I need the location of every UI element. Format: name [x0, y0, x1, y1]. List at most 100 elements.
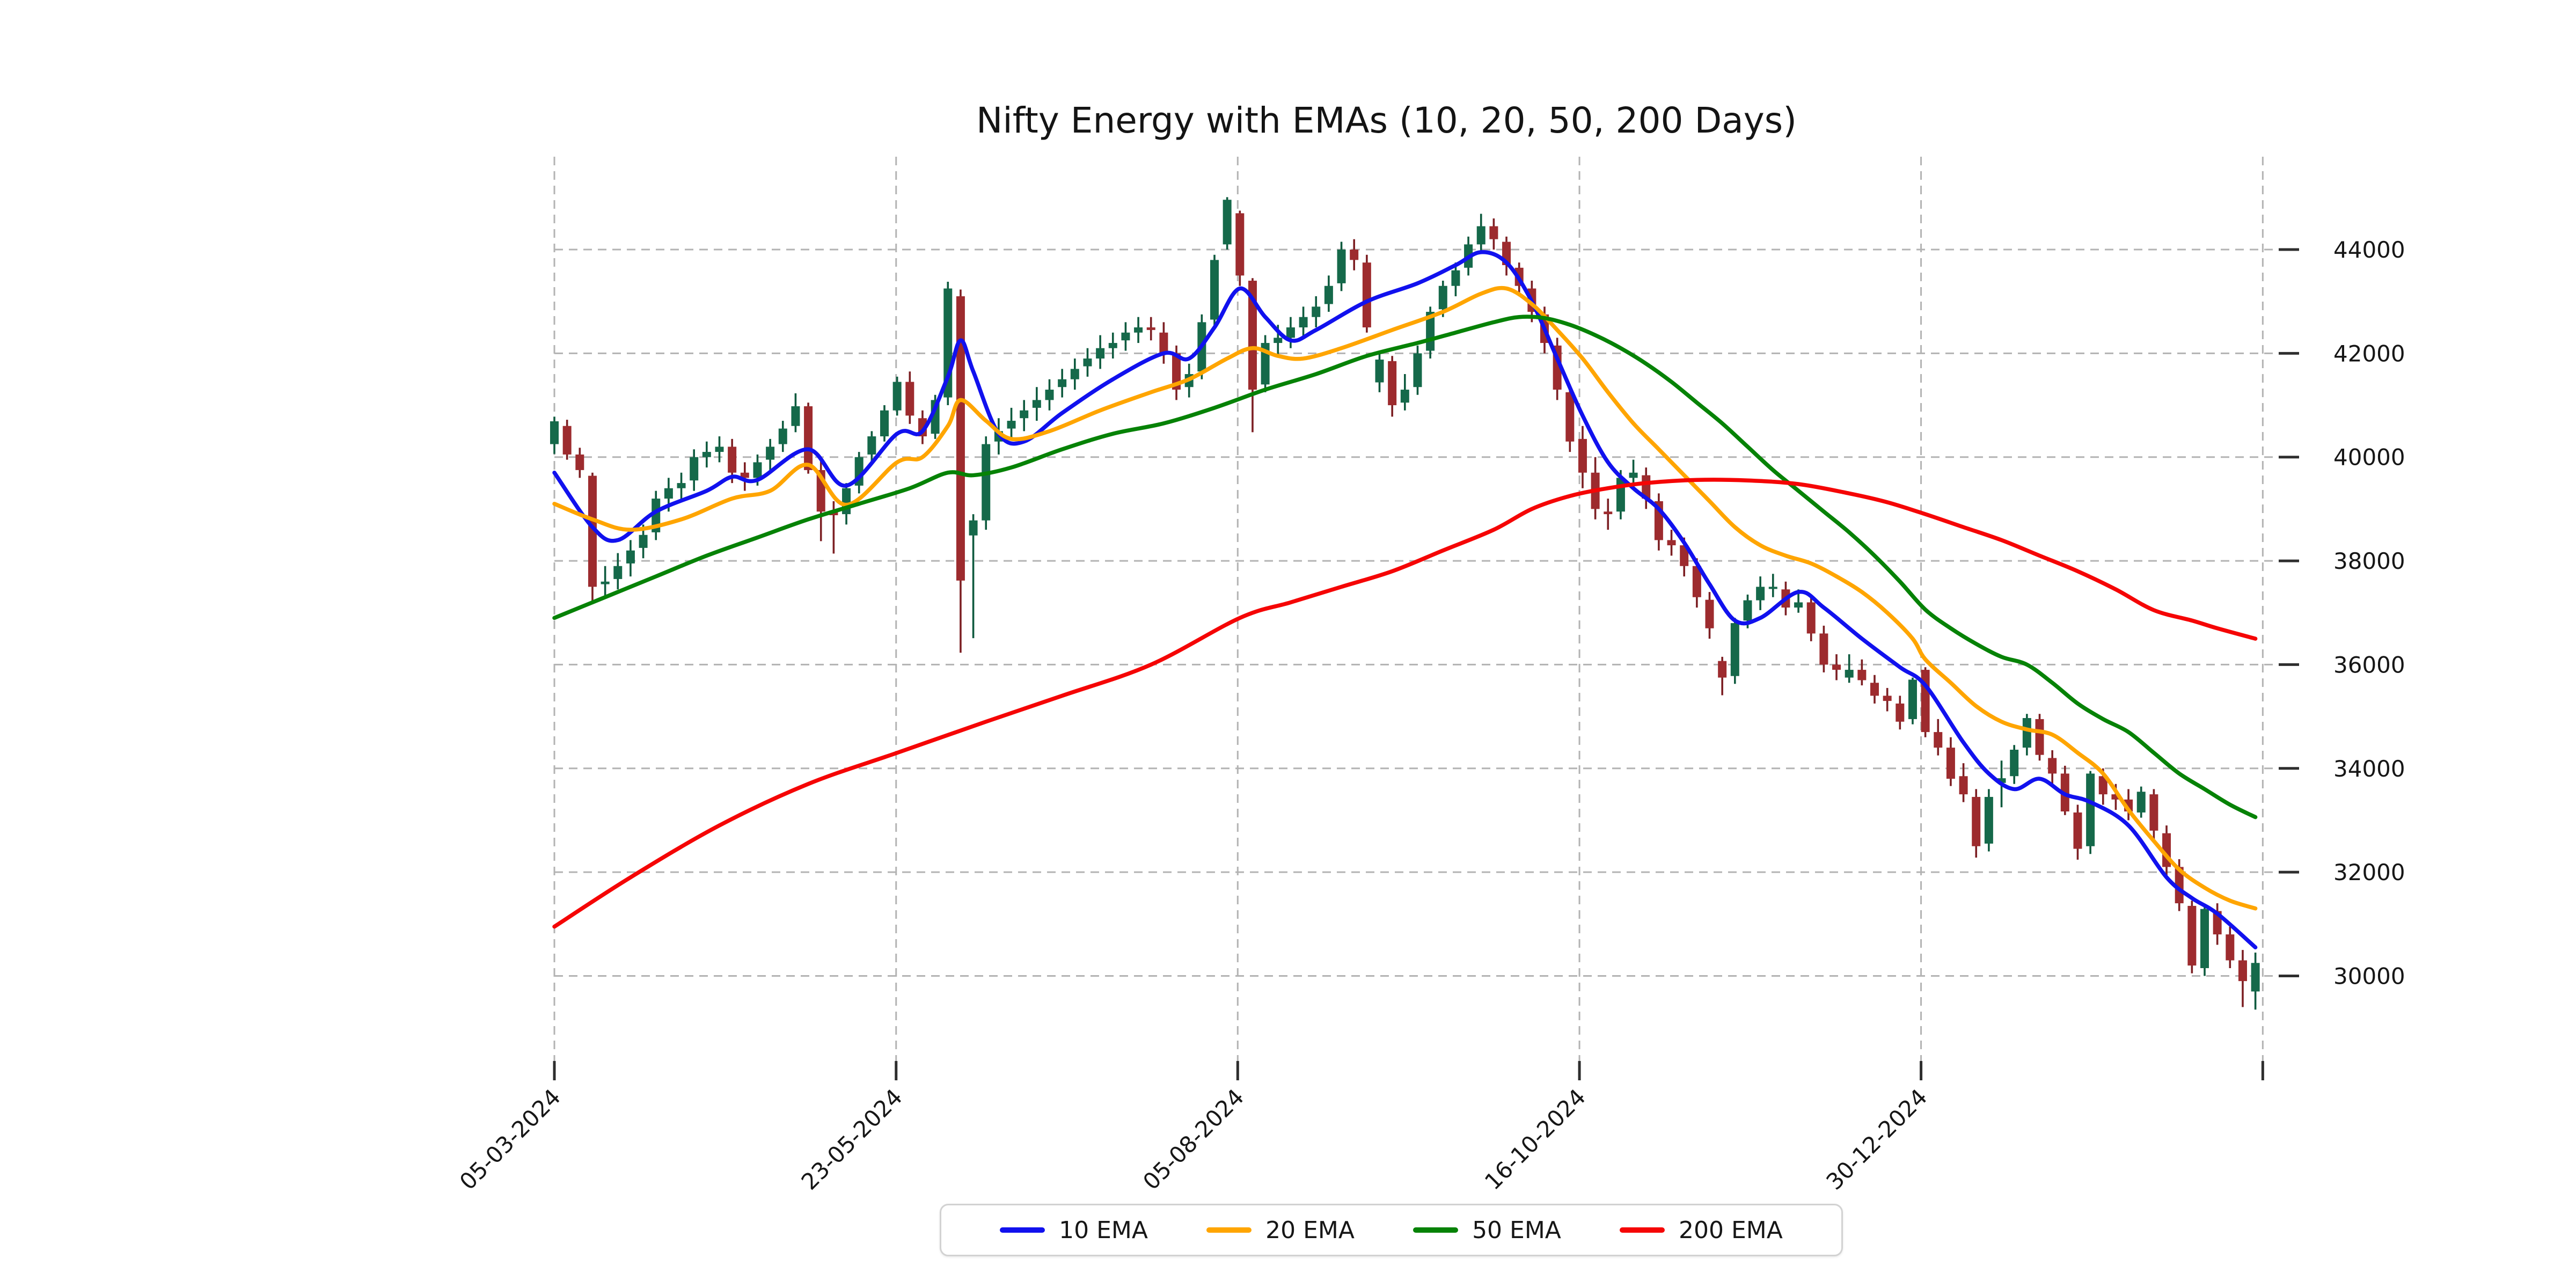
candle — [601, 566, 610, 598]
candle — [1959, 763, 1968, 802]
candle — [715, 436, 724, 463]
legend: 10 EMA 20 EMA 50 EMA 200 EMA — [940, 1204, 1843, 1256]
candle — [2073, 804, 2082, 860]
candle — [1058, 369, 1067, 398]
candle — [1210, 254, 1219, 328]
candle — [1718, 656, 1727, 696]
candle — [626, 540, 635, 577]
candle — [1324, 275, 1333, 312]
candle — [1286, 317, 1295, 348]
legend-label: 20 EMA — [1265, 1216, 1355, 1244]
y-tick-label: 42000 — [2333, 340, 2405, 367]
candle — [1020, 400, 1029, 431]
candle — [1806, 597, 1816, 641]
candle — [1730, 618, 1739, 684]
candle — [1350, 239, 1359, 270]
candle — [1299, 306, 1308, 338]
candle — [1312, 296, 1321, 328]
candle — [1870, 675, 1879, 704]
candle — [677, 472, 686, 501]
ema-line-200-ema — [552, 478, 2258, 929]
candle — [1654, 493, 1663, 551]
candle — [2226, 926, 2235, 968]
candle — [1451, 262, 1460, 297]
legend-line-swatch — [1206, 1227, 1252, 1233]
candle — [880, 405, 889, 442]
candle — [588, 472, 597, 601]
candle — [2086, 771, 2095, 854]
y-tick-label: 30000 — [2333, 963, 2405, 989]
candle — [1604, 499, 1613, 530]
candle — [1108, 332, 1117, 359]
candle — [2238, 950, 2247, 1007]
candle — [1705, 592, 1714, 639]
ema-line-20-ema — [552, 286, 2258, 911]
candle — [1096, 335, 1105, 369]
candle — [562, 420, 572, 460]
candle — [1083, 348, 1092, 377]
candle — [956, 289, 965, 653]
candle — [1896, 696, 1905, 730]
x-tick-label: 16-10-2024 — [1480, 1084, 1591, 1195]
candle — [1489, 218, 1498, 250]
candle — [575, 448, 584, 478]
candle — [867, 431, 876, 463]
y-axis: 30000 32000 34000 36000 38000 40000 42000 44000 — [2279, 237, 2405, 989]
candle — [1819, 625, 1828, 672]
candle — [791, 393, 800, 433]
candle — [1235, 210, 1245, 286]
candle — [1248, 278, 1257, 433]
candle — [2136, 786, 2146, 818]
candle — [1337, 241, 1346, 291]
candle — [1832, 654, 1841, 680]
grid — [553, 157, 2299, 1061]
legend-line-swatch — [1000, 1227, 1045, 1233]
candle — [804, 402, 813, 474]
candle — [613, 553, 623, 590]
candle — [892, 376, 902, 416]
candle — [1857, 659, 1867, 686]
candle — [1007, 407, 1016, 439]
candle — [2035, 714, 2044, 761]
candle — [982, 436, 991, 530]
candle — [1565, 384, 1575, 452]
legend-item-200-ema: 200 EMA — [1620, 1217, 1783, 1244]
candle — [1362, 254, 1371, 333]
legend-label: 200 EMA — [1679, 1216, 1783, 1244]
y-tick-label: 38000 — [2333, 548, 2405, 574]
candle — [1768, 574, 1777, 597]
candle — [1388, 356, 1397, 417]
legend-line-swatch — [1620, 1227, 1665, 1233]
candle — [550, 416, 559, 454]
candle — [740, 462, 749, 491]
candle — [1946, 737, 1955, 786]
candle — [2251, 952, 2260, 1010]
y-tick-label: 34000 — [2333, 756, 2405, 782]
candles — [550, 197, 2260, 1010]
y-tick-label: 44000 — [2333, 237, 2405, 263]
candle — [1070, 358, 1079, 390]
ema-line-50-ema — [552, 314, 2258, 819]
candle — [1146, 317, 1155, 341]
candle — [1032, 387, 1041, 421]
candle — [1984, 789, 1993, 852]
candle — [1476, 214, 1485, 252]
candle — [1578, 426, 1587, 488]
candle — [778, 421, 787, 452]
legend-item-10-ema: 10 EMA — [1000, 1217, 1148, 1244]
candle — [1845, 654, 1854, 683]
legend-item-20-ema: 20 EMA — [1206, 1217, 1355, 1244]
candle — [702, 441, 711, 468]
candle — [1756, 576, 1765, 610]
x-axis: 05-03-2024 23-05-2024 05-08-2024 16-10-2024… — [455, 1061, 2264, 1195]
candle — [969, 514, 978, 639]
candle — [1934, 719, 1943, 756]
x-tick-label: 05-08-2024 — [1138, 1084, 1249, 1195]
y-tick-label: 32000 — [2333, 859, 2405, 885]
candle — [905, 371, 914, 424]
candle — [2200, 905, 2209, 976]
legend-item-50-ema: 50 EMA — [1413, 1217, 1561, 1244]
candle — [1667, 530, 1676, 556]
candle — [2022, 714, 2031, 756]
